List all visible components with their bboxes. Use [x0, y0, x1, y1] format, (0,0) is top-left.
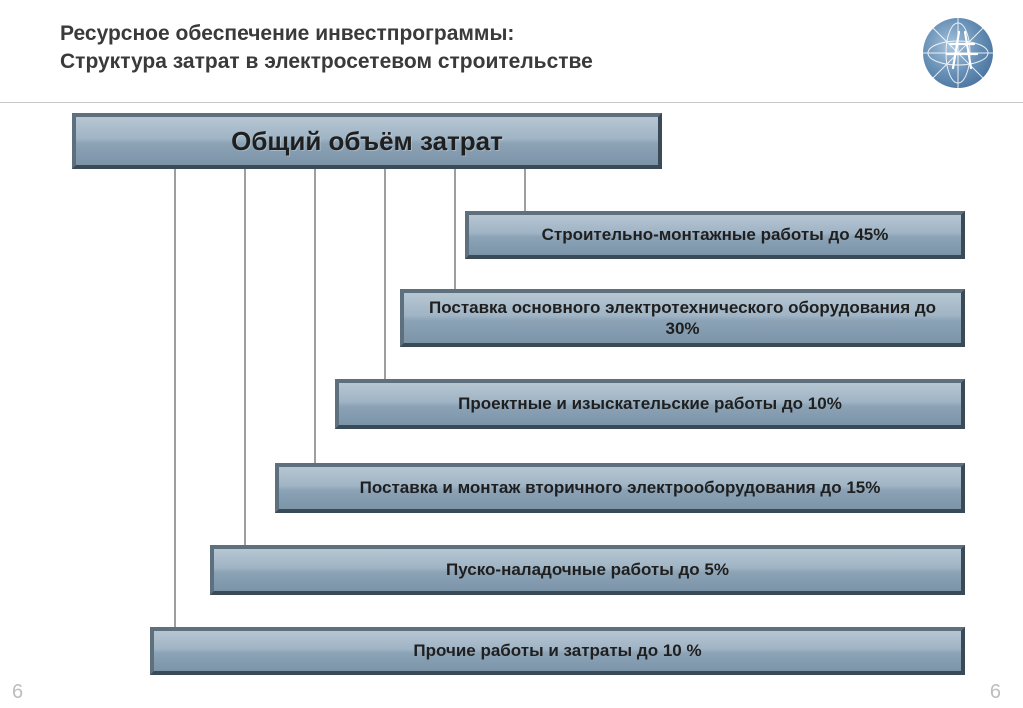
cost-item-box-3: Поставка и монтаж вторичного электрообор…	[275, 463, 965, 513]
page-number-left: 6	[12, 681, 23, 704]
cost-item-box-1: Поставка основного электротехнического о…	[400, 289, 965, 347]
cost-item-box-4: Пуско-наладочные работы до 5%	[210, 545, 965, 595]
slide-title: Ресурсное обеспечение инвестпрограммы: С…	[60, 20, 923, 77]
cost-item-box-0: Строительно-монтажные работы до 45%	[465, 211, 965, 259]
slide-header: Ресурсное обеспечение инвестпрограммы: С…	[0, 0, 1023, 98]
cost-structure-diagram: Общий объём затрат Строительно-монтажные …	[0, 103, 1023, 703]
cost-item-box-5: Прочие работы и затраты до 10 %	[150, 627, 965, 675]
title-line-2: Структура затрат в электросетевом строит…	[60, 48, 923, 76]
cost-item-box-2: Проектные и изыскательские работы до 10%	[335, 379, 965, 429]
page-number-right: 6	[990, 681, 1001, 704]
main-total-cost-box: Общий объём затрат	[72, 113, 662, 169]
company-logo-icon	[923, 18, 993, 88]
title-line-1: Ресурсное обеспечение инвестпрограммы:	[60, 20, 923, 48]
